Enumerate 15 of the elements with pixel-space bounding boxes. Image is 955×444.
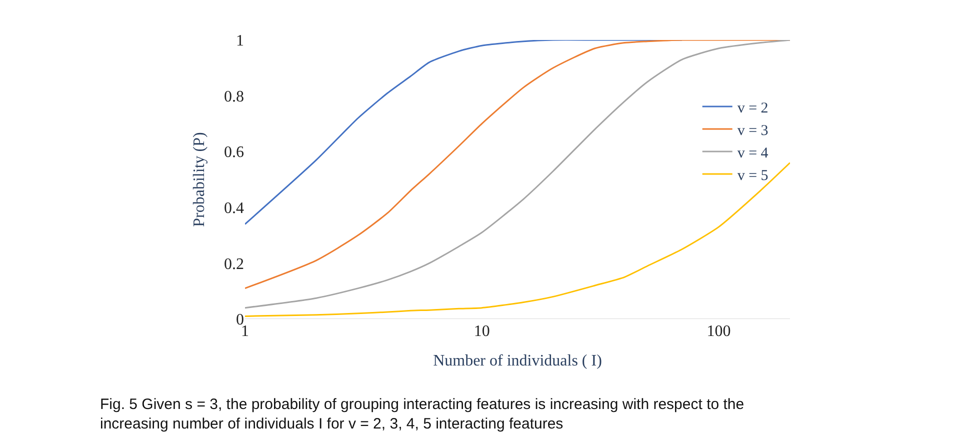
y-tick-label: 0.4 — [224, 200, 244, 217]
legend-label: v = 3 — [737, 122, 768, 139]
legend-label: v = 5 — [737, 168, 768, 184]
caption: Fig. 5 Given s = 3, the probability of grouping interacting features is increasing with respect to the increasing number of individuals I for v = 2, 3, 4, 5 interacting features — [100, 396, 744, 432]
x-tick-label: 10 — [474, 323, 490, 340]
y-tick-label: 0.2 — [224, 256, 244, 273]
y-tick-label: 0 — [236, 312, 244, 329]
x-axis-title: Number of individuals ( I) — [433, 352, 602, 370]
y-axis-title: Probability (P) — [190, 132, 208, 227]
legend-label: v = 4 — [737, 145, 769, 162]
y-tick-label: 1 — [236, 32, 244, 50]
y-tick-label: 0.8 — [224, 88, 244, 106]
legend-label: v = 2 — [737, 100, 768, 116]
x-tick-label: 100 — [706, 323, 731, 340]
y-tick-label: 0.6 — [224, 144, 244, 162]
